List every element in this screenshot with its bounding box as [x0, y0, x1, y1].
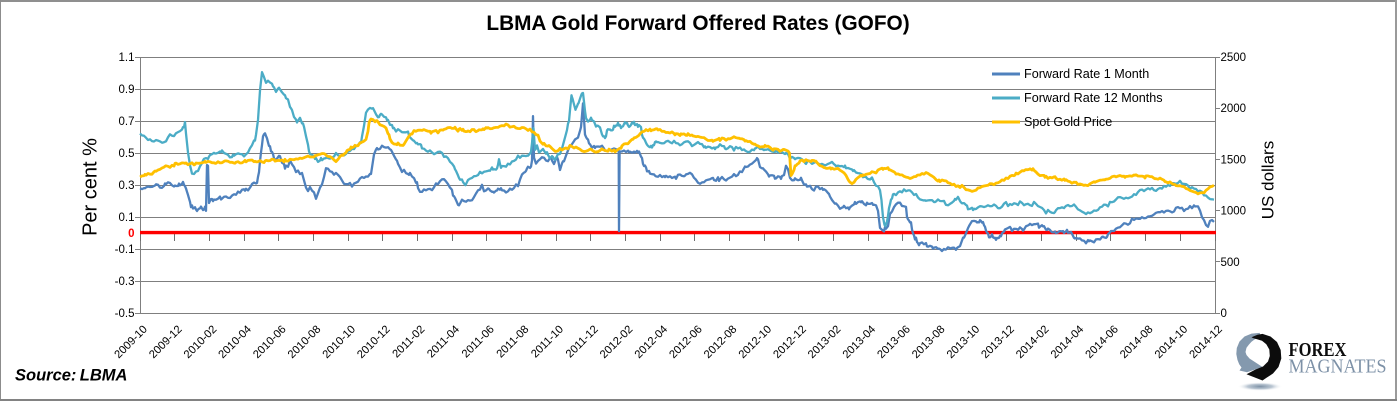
svg-text:MAGNATES: MAGNATES — [1289, 356, 1387, 378]
svg-text:1500: 1500 — [1221, 154, 1247, 166]
svg-text:US dollars: US dollars — [1259, 141, 1278, 219]
svg-text:0: 0 — [128, 228, 134, 240]
svg-text:0.5: 0.5 — [119, 148, 135, 160]
svg-text:Forward Rate 12 Months: Forward Rate 12 Months — [1024, 91, 1163, 105]
svg-text:1000: 1000 — [1221, 206, 1247, 218]
svg-text:LBMA Gold Forward Offered Rate: LBMA Gold Forward Offered Rates (GOFO) — [486, 12, 909, 35]
svg-text:0.3: 0.3 — [119, 180, 135, 192]
svg-text:500: 500 — [1221, 257, 1240, 269]
svg-text:2000: 2000 — [1221, 103, 1247, 115]
svg-text:Spot Gold Price: Spot Gold Price — [1024, 115, 1112, 129]
svg-text:0.7: 0.7 — [119, 116, 135, 128]
svg-text:Source: LBMA: Source: LBMA — [15, 367, 127, 385]
svg-text:Forward Rate 1 Month: Forward Rate 1 Month — [1024, 67, 1149, 81]
svg-text:0: 0 — [1221, 308, 1227, 320]
svg-text:FOREX: FOREX — [1289, 339, 1347, 361]
svg-text:1.1: 1.1 — [119, 52, 135, 64]
svg-text:-0.3: -0.3 — [115, 276, 135, 288]
svg-text:2500: 2500 — [1221, 52, 1247, 64]
svg-text:0.9: 0.9 — [119, 84, 135, 96]
svg-text:-0.5: -0.5 — [115, 308, 135, 320]
svg-text:-0.1: -0.1 — [115, 244, 135, 256]
svg-text:0.1: 0.1 — [119, 212, 135, 224]
svg-text:Per cent %: Per cent % — [80, 138, 102, 236]
